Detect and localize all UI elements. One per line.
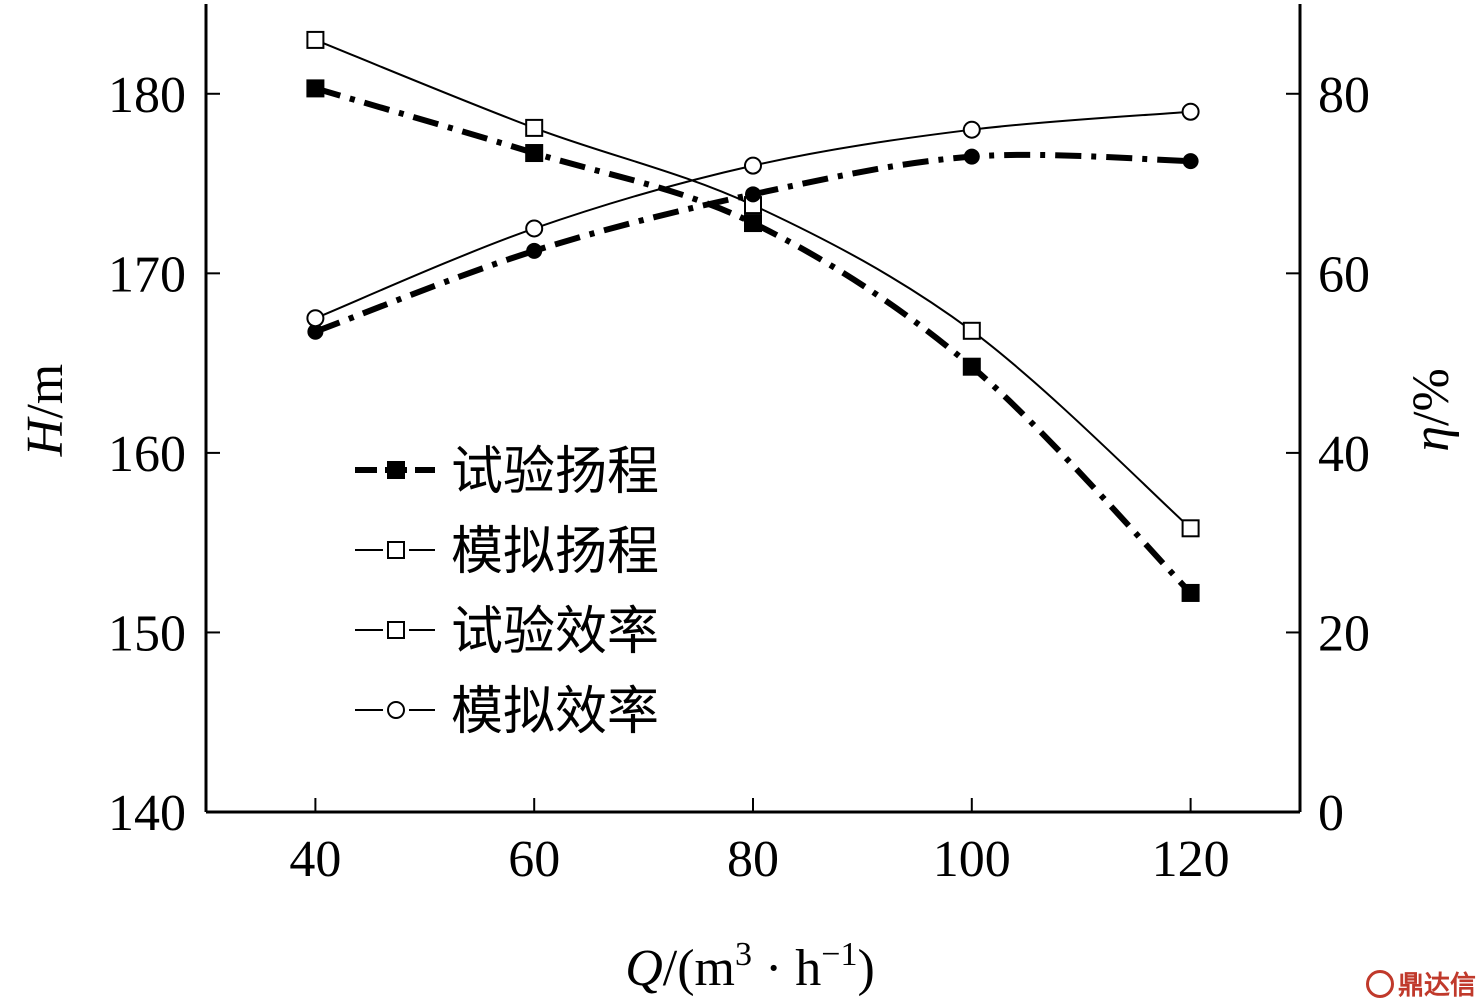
data-point — [962, 321, 981, 340]
y2-axis-title: η/% — [1403, 368, 1460, 452]
legend-item: 试验扬程 — [355, 444, 659, 501]
y2-tick-label: 20 — [1318, 605, 1370, 662]
x-tick-label: 40 — [289, 831, 341, 888]
data-point — [306, 30, 325, 49]
data-point — [387, 701, 405, 719]
x-axis-title: Q/(m3 · h−1) — [625, 936, 875, 997]
series-group — [306, 30, 1200, 602]
y-tick-label: 140 — [108, 785, 186, 842]
legend-label: 模拟效率 — [451, 684, 659, 741]
watermark: 鼎达信 — [1365, 965, 1476, 1002]
watermark-text: 鼎达信 — [1397, 971, 1476, 1001]
data-point — [1181, 519, 1200, 538]
series-line — [314, 151, 1191, 335]
y-axis-title: H/m — [17, 364, 74, 457]
y2-tick-label: 60 — [1318, 246, 1370, 303]
series-3 — [307, 148, 1199, 340]
data-point — [307, 323, 324, 340]
data-point — [744, 156, 762, 175]
data-point — [744, 214, 762, 233]
watermark-seal-icon — [1365, 969, 1394, 998]
data-point — [526, 242, 543, 259]
data-point — [387, 621, 405, 639]
axes-frame — [204, 4, 1302, 814]
data-point — [1182, 153, 1199, 170]
ticks: 40 60 80 100 120 140 150 160 170 180 0 20 40 60 80 — [108, 67, 1370, 888]
series-4 — [306, 102, 1200, 328]
series-2 — [306, 30, 1200, 538]
y2-tick-label: 80 — [1318, 67, 1370, 124]
legend-item: 模拟效率 — [355, 684, 659, 741]
legend-item: 试验效率 — [355, 604, 659, 661]
data-point — [525, 118, 544, 137]
data-point — [1181, 102, 1200, 121]
data-point — [306, 309, 325, 328]
x-tick-label: 60 — [508, 831, 560, 888]
legend-item: 模拟扬程 — [355, 524, 659, 581]
x-tick-label: 100 — [933, 831, 1011, 888]
y-tick-label: 160 — [108, 426, 186, 483]
y-tick-label: 150 — [108, 605, 186, 662]
series-1 — [306, 79, 1200, 602]
legend-label: 试验效率 — [451, 604, 659, 661]
y-tick-label: 170 — [108, 246, 186, 303]
data-point — [387, 541, 405, 559]
y2-tick-label: 40 — [1318, 426, 1370, 483]
data-point — [306, 79, 325, 98]
y2-tick-label: 0 — [1318, 785, 1344, 842]
data-point — [1181, 583, 1200, 602]
data-point — [963, 148, 980, 165]
data-point — [525, 144, 544, 163]
legend-label: 模拟扬程 — [451, 524, 659, 581]
y-tick-label: 180 — [108, 67, 186, 124]
x-tick-label: 120 — [1152, 831, 1230, 888]
data-point — [525, 219, 544, 238]
data-point — [962, 120, 981, 139]
data-point — [962, 357, 981, 376]
legend-label: 试验扬程 — [451, 444, 659, 501]
data-point — [387, 461, 405, 479]
x-tick-label: 80 — [727, 831, 779, 888]
data-point — [745, 186, 761, 203]
